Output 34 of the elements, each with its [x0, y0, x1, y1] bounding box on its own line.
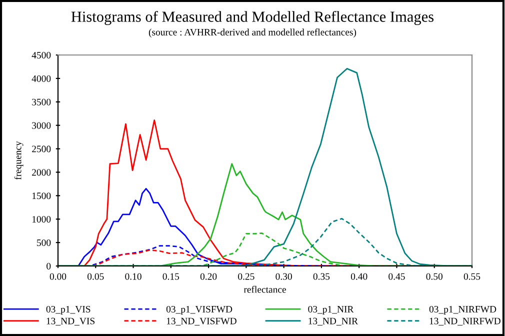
y-tick-label: 500: [37, 239, 51, 246]
legend-label: 03_p1_NIR: [308, 306, 354, 314]
x-tick-label: 0.30: [276, 273, 292, 280]
chart-subtitle: (source : AVHRR-derived and modelled reflectances): [148, 28, 356, 38]
legend-label: 03_p1_NIRFWD: [429, 306, 496, 314]
x-tick-label: 0.00: [50, 273, 66, 280]
x-tick-label: 0.15: [162, 273, 180, 280]
x-tick-label: 0.05: [88, 273, 104, 280]
x-tick-label: 0.55: [464, 273, 480, 280]
x-axis-title: reflectance: [244, 286, 286, 293]
y-tick-label: 3000: [32, 122, 51, 129]
y-tick-label: 1500: [32, 192, 51, 200]
y-tick-label: 4000: [32, 75, 51, 82]
y-tick-label: 1000: [32, 216, 51, 223]
y-tick-label: 2500: [32, 146, 51, 152]
legend-label: 13_ND_NIRFWD: [430, 318, 500, 326]
x-tick-label: 0.10: [125, 273, 142, 280]
x-tick-label: 0.45: [388, 273, 405, 280]
y-tick-label: 0: [46, 262, 51, 270]
x-tick-label: 0.25: [238, 273, 254, 280]
x-tick-label: 0.50: [426, 273, 442, 280]
legend-label: 13_ND_VIS: [46, 318, 95, 326]
x-tick-label: 0.35: [313, 273, 330, 280]
legend-label: 13_ND_VISFWD: [166, 318, 236, 326]
x-tick-label: 0.20: [200, 273, 217, 280]
x-tick-label: 0.40: [350, 273, 368, 280]
y-tick-label: 4500: [32, 52, 51, 58]
y-tick-label: 2000: [32, 169, 51, 176]
y-axis-title: frequency: [14, 141, 24, 180]
y-tick-label: 3500: [32, 98, 51, 106]
legend-label: 03_p1_VISFWD: [166, 306, 232, 314]
legend-label: 13_ND_NIR: [308, 318, 358, 326]
legend-label: 03_p1_VIS: [46, 306, 90, 314]
chart-title: Histograms of Measured and Modelled Reflectance Images: [71, 10, 434, 26]
